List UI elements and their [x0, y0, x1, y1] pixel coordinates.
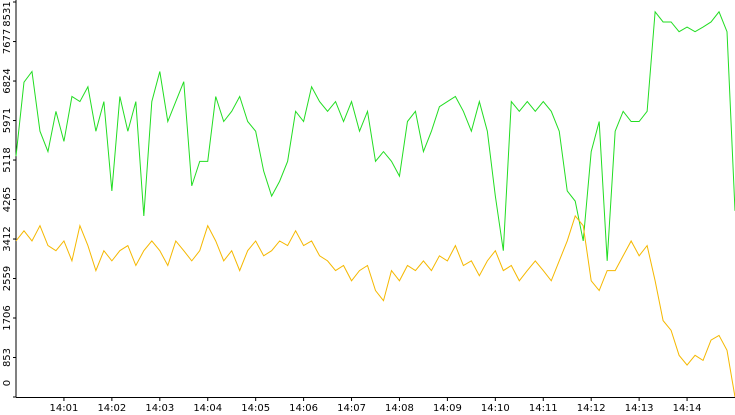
x-tick-label: 14:14 — [673, 403, 702, 414]
x-tick-label: 14:12 — [577, 403, 606, 414]
x-tick-label: 14:04 — [193, 403, 222, 414]
x-tick-label: 14:10 — [481, 403, 510, 414]
y-tick-label: 6824 — [2, 68, 13, 93]
x-tick-label: 14:13 — [625, 403, 654, 414]
y-tick-label: 0 — [2, 380, 13, 386]
y-tick-label: 8531 — [2, 1, 13, 26]
y-tick-label: 1706 — [2, 305, 13, 330]
y-tick-label: 3412 — [2, 226, 13, 251]
y-tick-label: 2559 — [2, 266, 13, 291]
x-tick-label: 14:11 — [529, 403, 558, 414]
x-tick-label: 14:02 — [97, 403, 126, 414]
y-tick-label: 5971 — [2, 108, 13, 133]
x-tick-label: 14:07 — [337, 403, 366, 414]
series-line — [15, 214, 735, 398]
y-tick-label: 4265 — [2, 187, 13, 212]
y-tick-label: 7677 — [2, 29, 13, 54]
series-line — [15, 10, 735, 261]
x-tick-label: 14:08 — [385, 403, 414, 414]
x-tick-label: 14:05 — [241, 403, 270, 414]
y-tick-label: 5118 — [2, 147, 13, 172]
x-tick-label: 14:03 — [145, 403, 174, 414]
x-tick-label: 14:06 — [289, 403, 318, 414]
x-tick-label: 14:01 — [50, 403, 79, 414]
x-tick-label: 14:09 — [433, 403, 462, 414]
y-tick-label: 853 — [2, 348, 13, 367]
